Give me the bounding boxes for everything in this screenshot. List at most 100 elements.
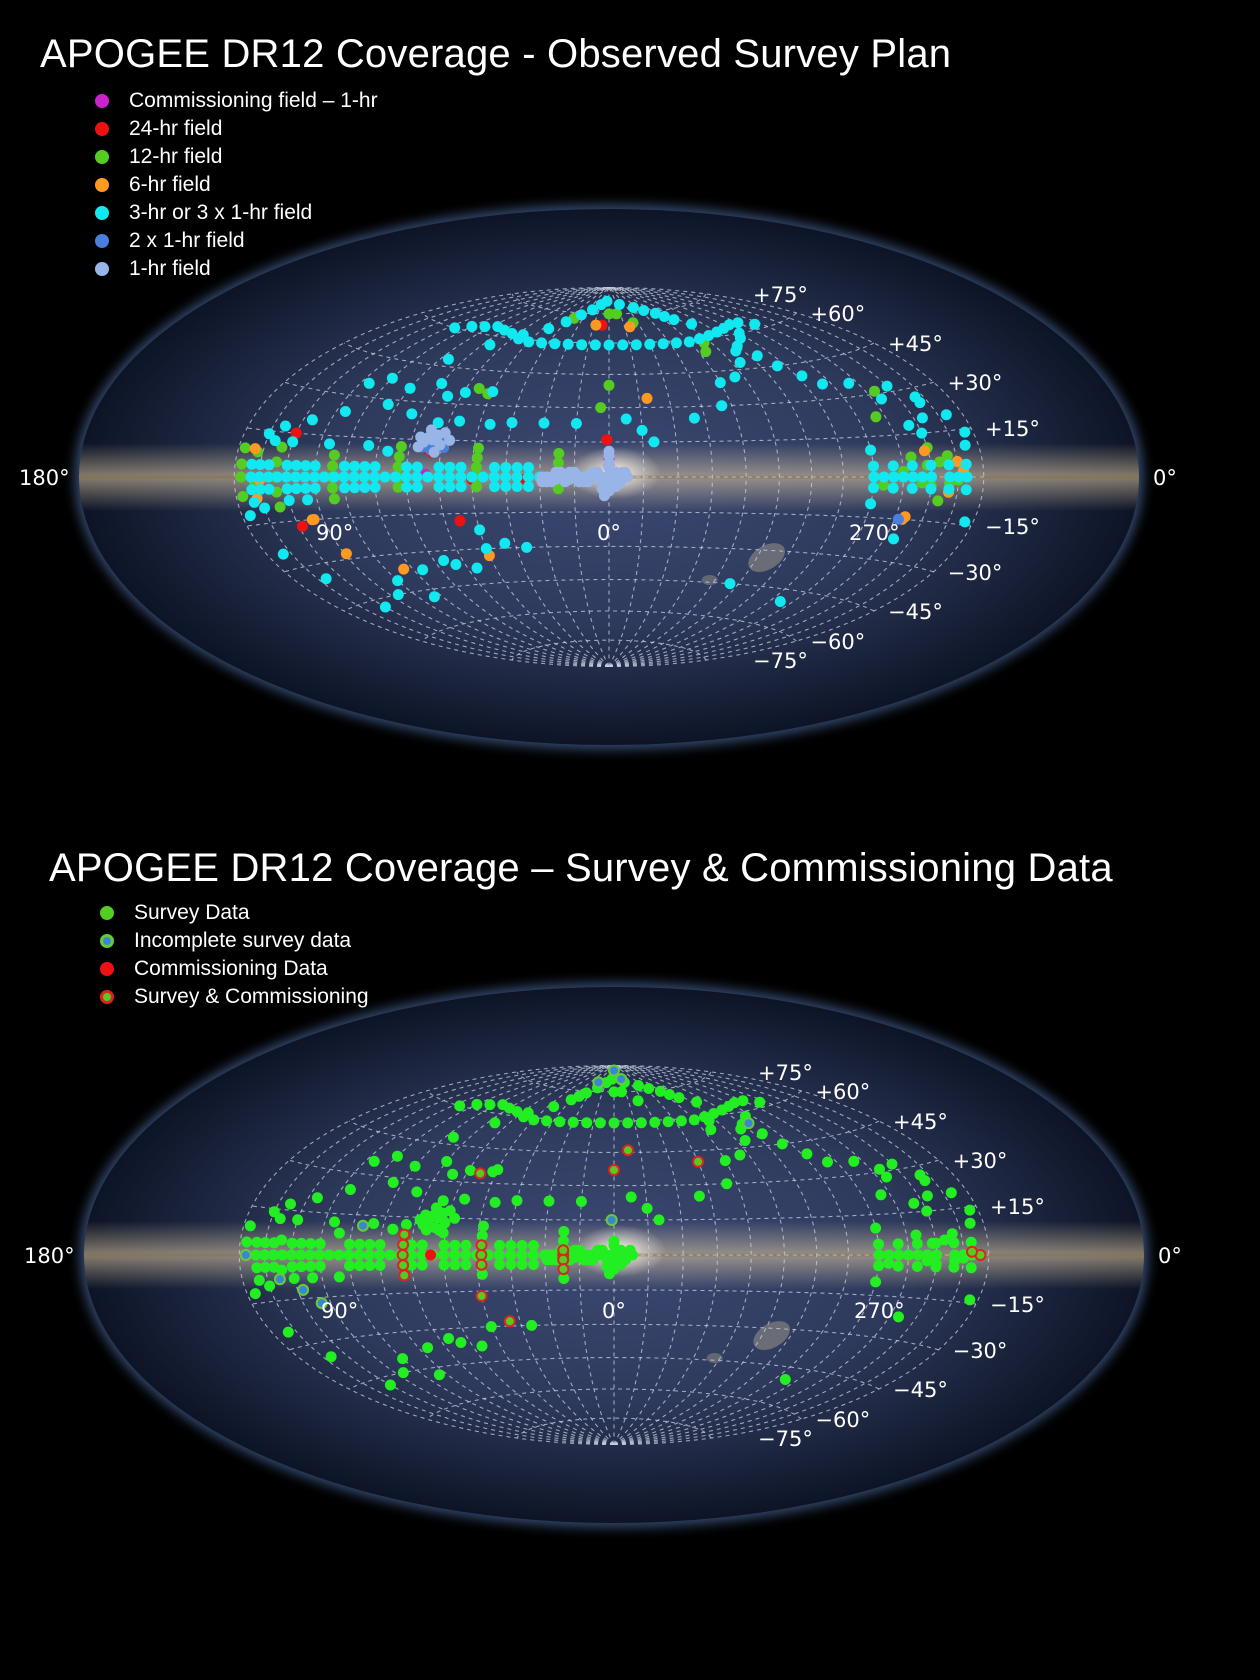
field-marker [663, 1089, 675, 1100]
field-marker [411, 461, 423, 473]
field-marker [324, 438, 335, 450]
field-marker [475, 1239, 488, 1252]
field-marker [300, 482, 312, 494]
field-marker [308, 514, 320, 525]
field-marker [415, 431, 427, 443]
field-marker [916, 412, 928, 424]
field-marker [881, 380, 893, 392]
legend-marker [100, 990, 114, 1004]
legend-item: Incomplete survey data [100, 927, 369, 955]
field-marker [595, 402, 607, 414]
field-marker [387, 1177, 399, 1188]
field-marker [518, 1111, 529, 1123]
field-marker [354, 1238, 366, 1250]
field-marker [939, 1234, 951, 1246]
field-marker [396, 1249, 409, 1261]
sky-map: 180° 90° 0° 270° +75°+60° +45°+30° +15° 0° −15° −… [24, 983, 1182, 1527]
field-marker [739, 1135, 751, 1146]
field-marker [934, 456, 946, 468]
field-marker [290, 483, 302, 495]
field-marker [581, 1117, 593, 1129]
field-marker [964, 1294, 976, 1306]
legend-item: 2 x 1-hr field [95, 227, 378, 255]
longitude-line [613, 1064, 938, 1446]
field-marker [630, 339, 642, 351]
field-marker [449, 1259, 461, 1271]
field-marker [244, 1220, 256, 1232]
field-marker [576, 339, 588, 351]
field-marker [592, 1076, 605, 1089]
field-marker [691, 1096, 703, 1108]
latitude-label: +30° [948, 371, 1003, 395]
field-marker [575, 309, 587, 321]
field-marker [263, 459, 275, 471]
sky-map: 180° 90° 0° 270° +75°+60° +45°+30° +15° 0° −15° −… [19, 205, 1177, 749]
field-marker [474, 524, 486, 536]
field-marker [429, 1222, 441, 1234]
field-marker [420, 1224, 432, 1236]
field-marker [305, 1260, 317, 1272]
field-marker [700, 346, 712, 358]
field-marker [865, 498, 877, 510]
field-marker [670, 337, 682, 349]
field-marker [675, 1115, 687, 1127]
legend-label: 1-hr field [129, 257, 211, 280]
field-marker [505, 1249, 517, 1261]
field-marker [264, 1280, 276, 1292]
field-marker [387, 1223, 399, 1235]
legend-item: 12-hr field [95, 143, 378, 171]
field-marker [288, 1273, 300, 1284]
latitude-line [289, 1159, 939, 1187]
field-marker [622, 1117, 634, 1129]
field-marker [438, 555, 450, 566]
field-marker [476, 1268, 488, 1280]
field-marker [239, 1249, 252, 1261]
field-marker [357, 1219, 369, 1232]
field-marker [957, 1252, 969, 1264]
legend-item: 24-hr field [95, 115, 378, 143]
longitude-label: 90° [316, 521, 353, 545]
field-marker [488, 471, 500, 483]
field-marker [589, 339, 601, 351]
field-marker [883, 1249, 895, 1261]
field-marker [916, 427, 928, 439]
field-marker [624, 321, 636, 333]
field-marker [870, 411, 882, 423]
field-marker [344, 1260, 355, 1272]
field-marker [887, 460, 899, 472]
field-marker [320, 573, 332, 585]
field-marker [941, 450, 953, 462]
field-marker [724, 578, 736, 590]
legend-marker [95, 122, 109, 136]
field-marker [603, 445, 615, 457]
field-marker [287, 436, 299, 448]
field-marker [239, 442, 251, 454]
field-marker [754, 1096, 766, 1108]
legend-label: Commissioning field – 1-hr [129, 89, 378, 112]
field-marker [236, 458, 248, 470]
field-marker [688, 412, 700, 424]
field-marker [749, 318, 761, 330]
field-marker [705, 1124, 717, 1136]
field-marker [442, 353, 454, 365]
field-marker [416, 1239, 428, 1251]
field-marker [299, 471, 311, 483]
field-marker [476, 1230, 488, 1242]
field-marker [686, 318, 698, 330]
latitude-label: 0° [1153, 466, 1177, 490]
field-marker [369, 471, 381, 483]
field-marker [516, 1249, 528, 1261]
field-marker [635, 1117, 647, 1129]
field-marker [881, 1171, 892, 1183]
field-marker [506, 417, 518, 429]
field-marker [558, 1226, 570, 1237]
field-marker [425, 424, 437, 436]
field-marker [892, 1260, 904, 1272]
field-marker [262, 471, 274, 483]
longitude-line [608, 286, 844, 668]
longitude-line [613, 1064, 990, 1446]
legend-item: Survey & Commissioning [100, 983, 369, 1011]
field-marker [364, 1239, 376, 1250]
field-marker [779, 1374, 791, 1385]
field-marker [523, 336, 535, 348]
